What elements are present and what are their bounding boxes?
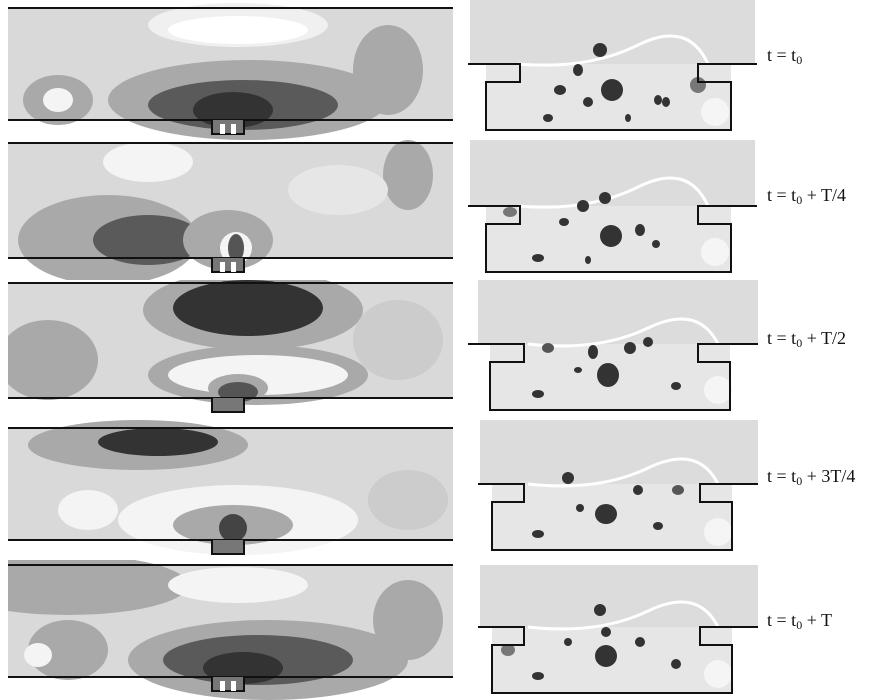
cavity-vorticity-svg <box>478 565 758 694</box>
channel-contour-svg <box>8 140 453 280</box>
time-zero-symbol: t <box>791 45 797 65</box>
cavity-vorticity-plot <box>468 140 758 280</box>
equals-sign: = <box>772 328 792 348</box>
frame-row-1: t = t0 <box>0 0 885 140</box>
time-zero-subscript: 0 <box>796 618 803 632</box>
channel-contour-plot <box>8 560 458 700</box>
time-zero-subscript: 0 <box>796 336 803 350</box>
period-offset: + T/2 <box>802 328 847 348</box>
channel-contour-plot <box>8 140 458 280</box>
channel-contour-svg <box>8 420 453 555</box>
time-zero-symbol: t <box>791 610 797 630</box>
frame-row-2: t = t0 + T/4 <box>0 140 885 280</box>
equals-sign: = <box>772 185 792 205</box>
cavity-vorticity-plot <box>468 560 758 700</box>
channel-contour-svg <box>8 560 453 700</box>
equals-sign: = <box>772 45 792 65</box>
time-zero-subscript: 0 <box>796 53 803 67</box>
time-zero-symbol: t <box>791 185 797 205</box>
cavity-vorticity-plot <box>468 280 758 420</box>
period-offset: + T/4 <box>802 185 847 205</box>
channel-contour-plot <box>8 280 458 420</box>
time-label: t = t0 + 3T/4 <box>767 466 855 489</box>
frame-row-4: t = t0 + 3T/4 <box>0 420 885 560</box>
channel-contour-plot <box>8 420 458 560</box>
equals-sign: = <box>772 610 792 630</box>
time-zero-subscript: 0 <box>796 193 803 207</box>
equals-sign: = <box>772 466 792 486</box>
period-offset: + T <box>802 610 833 630</box>
cavity-vorticity-svg <box>478 420 758 551</box>
cavity-vorticity-svg <box>468 280 758 411</box>
period-offset: + 3T/4 <box>802 466 856 486</box>
time-zero-symbol: t <box>791 466 797 486</box>
time-symbol: t <box>767 185 773 205</box>
time-symbol: t <box>767 466 773 486</box>
cavity-vorticity-plot <box>468 0 758 140</box>
time-label: t = t0 + T <box>767 610 832 633</box>
time-symbol: t <box>767 45 773 65</box>
cavity-vorticity-svg <box>468 0 757 131</box>
frame-row-5: t = t0 + T <box>0 560 885 700</box>
time-zero-symbol: t <box>791 328 797 348</box>
cavity-vorticity-svg <box>468 140 757 273</box>
channel-contour-svg <box>8 280 453 413</box>
frame-row-3: t = t0 + T/2 <box>0 280 885 420</box>
channel-contour-plot <box>8 0 458 140</box>
time-label: t = t0 + T/2 <box>767 328 846 351</box>
time-label: t = t0 <box>767 45 802 68</box>
time-symbol: t <box>767 328 773 348</box>
time-symbol: t <box>767 610 773 630</box>
cavity-vorticity-plot <box>468 420 758 560</box>
time-label: t = t0 + T/4 <box>767 185 846 208</box>
time-zero-subscript: 0 <box>796 474 803 488</box>
channel-contour-svg <box>8 3 453 140</box>
